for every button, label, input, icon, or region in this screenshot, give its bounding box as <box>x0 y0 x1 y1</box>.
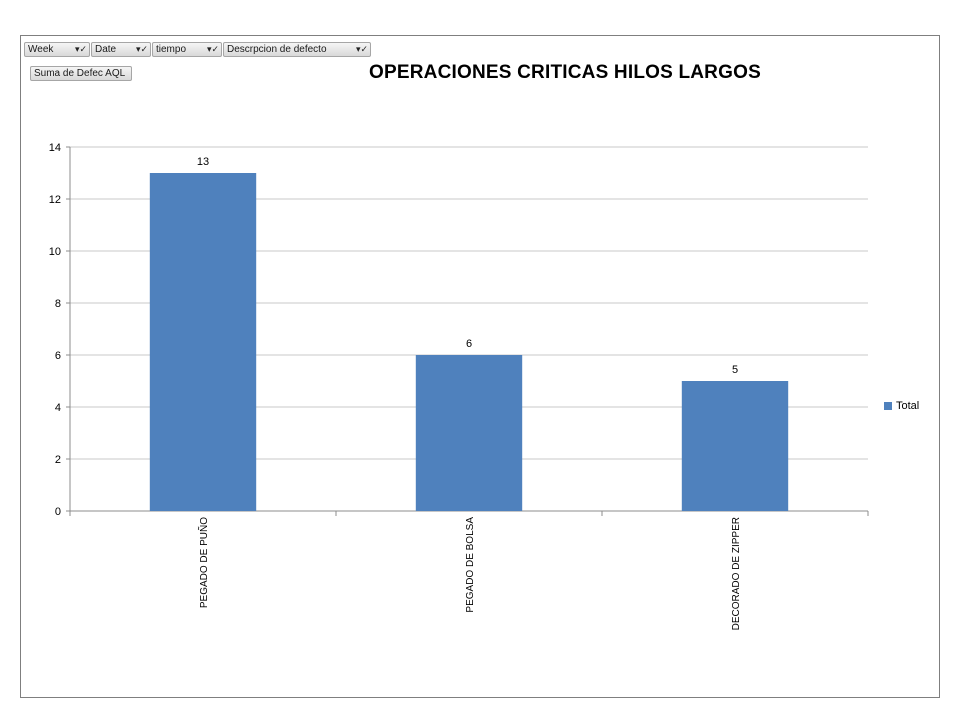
y-tick-label: 12 <box>49 194 61 206</box>
legend-swatch <box>884 402 892 410</box>
filter-week-label: Week <box>28 44 54 55</box>
bar <box>415 355 523 511</box>
data-label: 6 <box>466 338 472 350</box>
y-tick-label: 14 <box>49 142 61 154</box>
filter-date-label: Date <box>95 44 117 55</box>
y-tick-label: 10 <box>49 246 61 258</box>
y-tick-label: 4 <box>55 402 61 414</box>
filter-dropdown-icon[interactable]: ▾✓ <box>355 44 368 54</box>
value-field-button[interactable]: Suma de Defec AQL <box>30 66 133 81</box>
y-tick-label: 2 <box>55 454 61 466</box>
filter-dropdown-icon[interactable]: ▾✓ <box>135 44 148 54</box>
chart-title: OPERACIONES CRITICAS HILOS LARGOS <box>369 62 761 83</box>
legend-label: Total <box>896 400 920 412</box>
bar <box>149 173 257 511</box>
data-label: 5 <box>732 364 738 376</box>
filter-tiempo-button[interactable]: tiempo ▾✓ <box>152 42 222 57</box>
filter-dropdown-icon[interactable]: ▾✓ <box>74 44 87 54</box>
filter-descripcion-button[interactable]: Descrpcion de defecto ▾✓ <box>223 42 371 57</box>
y-tick-label: 8 <box>55 298 61 310</box>
category-label: PEGADO DE BOLSA <box>465 517 476 613</box>
category-label: PEGADO DE PUÑO <box>197 517 210 608</box>
category-label: DECORADO DE ZIPPER <box>731 517 742 630</box>
filter-week-button[interactable]: Week ▾✓ <box>24 42 90 57</box>
pivot-filter-bar: Week ▾✓ Date ▾✓ tiempo ▾✓ Descrpcion de … <box>24 42 372 58</box>
filter-date-button[interactable]: Date ▾✓ <box>91 42 151 57</box>
data-label: 13 <box>197 156 209 168</box>
y-tick-label: 6 <box>55 350 61 362</box>
filter-descripcion-label: Descrpcion de defecto <box>227 44 327 55</box>
filter-tiempo-label: tiempo <box>156 44 187 55</box>
y-tick-label: 0 <box>55 506 61 518</box>
filter-dropdown-icon[interactable]: ▾✓ <box>206 44 219 54</box>
bar <box>681 381 789 511</box>
legend: Total <box>884 400 919 412</box>
